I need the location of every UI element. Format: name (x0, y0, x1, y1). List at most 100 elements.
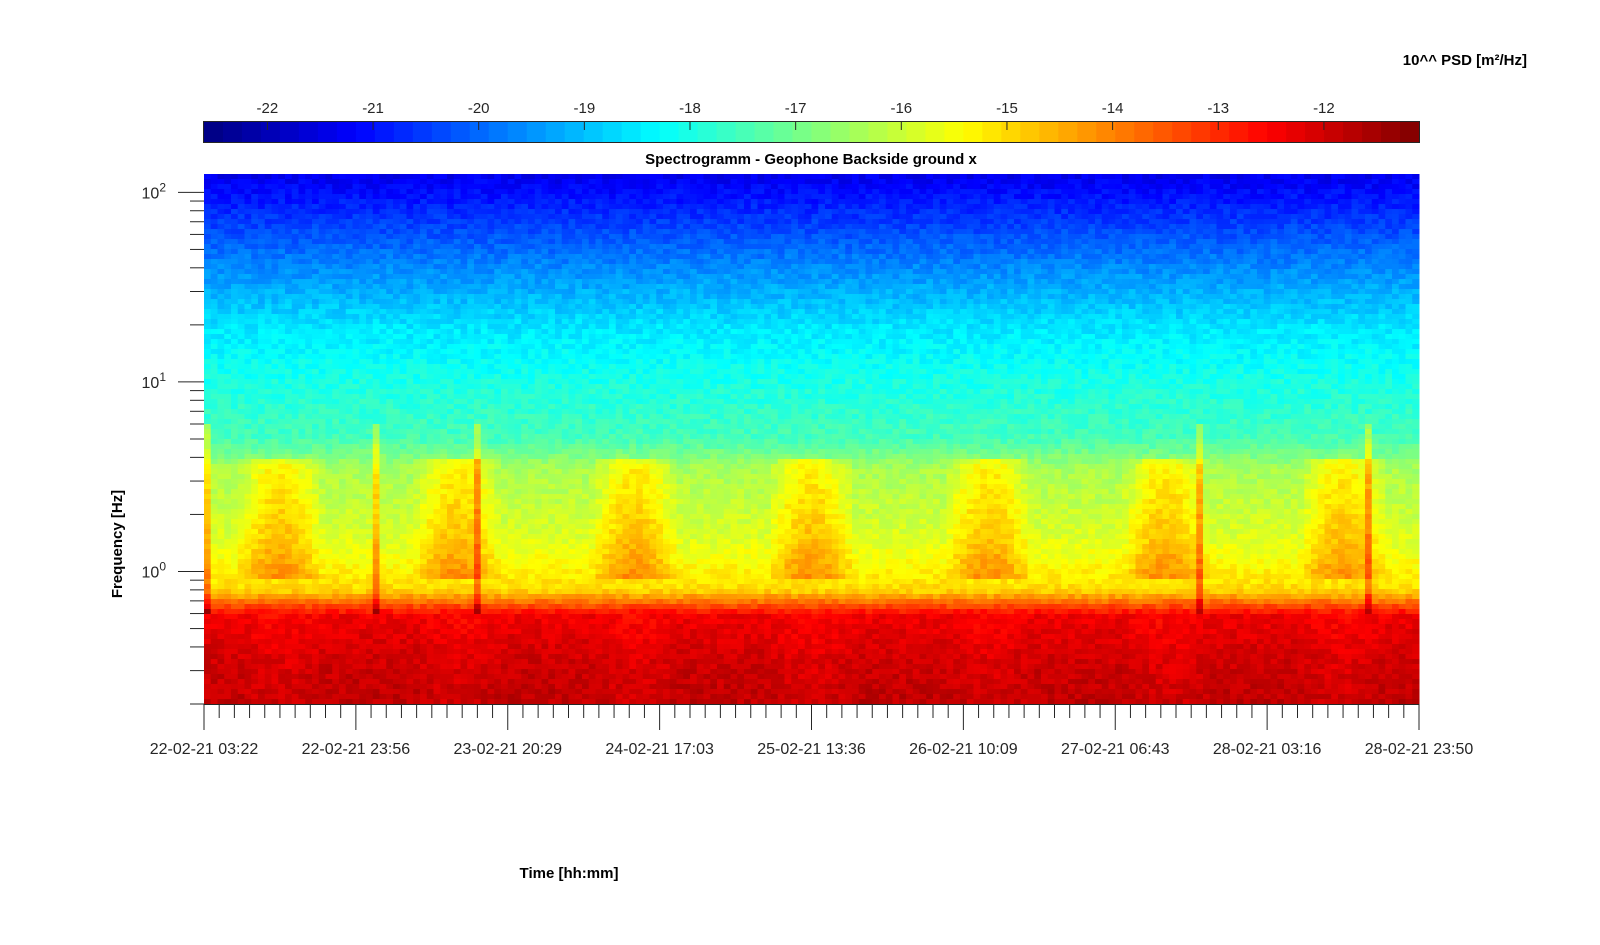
heatmap-cell (352, 274, 360, 280)
heatmap-cell (352, 479, 360, 485)
heatmap-cell (507, 694, 515, 700)
heatmap-cell (271, 484, 279, 490)
heatmap-cell (393, 374, 401, 380)
heatmap-cell (359, 354, 367, 360)
heatmap-cell (501, 409, 509, 415)
heatmap-cell (447, 354, 455, 360)
heatmap-cell (426, 694, 434, 700)
heatmap-cell (447, 659, 455, 665)
heatmap-cell (345, 289, 353, 295)
heatmap-cell (345, 234, 353, 240)
heatmap-cell (474, 424, 482, 430)
heatmap-cell (453, 634, 461, 640)
heatmap-cell (420, 344, 428, 350)
heatmap-cell (278, 619, 286, 625)
heatmap-cell (271, 214, 279, 220)
heatmap-cell (237, 184, 245, 190)
heatmap-cell (440, 569, 448, 575)
heatmap-cell (271, 644, 279, 650)
heatmap-cell (359, 674, 367, 680)
heatmap-cell (285, 439, 293, 445)
heatmap-cell (224, 359, 232, 365)
heatmap-cell (406, 444, 414, 450)
heatmap-cell (447, 349, 455, 355)
heatmap-cell (217, 329, 225, 335)
heatmap-cell (379, 634, 387, 640)
heatmap-cell (372, 644, 380, 650)
heatmap-cell (352, 634, 360, 640)
heatmap-cell (393, 504, 401, 510)
heatmap-cell (420, 659, 428, 665)
heatmap-cell (271, 534, 279, 540)
heatmap-cell (305, 654, 313, 660)
colorbar-tick-label: -17 (785, 100, 807, 117)
heatmap-cell (251, 214, 259, 220)
heatmap-cell (352, 329, 360, 335)
heatmap-cell (372, 374, 380, 380)
heatmap-cell (325, 384, 333, 390)
heatmap-cell (406, 624, 414, 630)
heatmap-cell (460, 369, 468, 375)
heatmap-cell (460, 199, 468, 205)
heatmap-cell (258, 494, 266, 500)
heatmap-cell (264, 519, 272, 525)
heatmap-cell (399, 174, 407, 180)
heatmap-cell (372, 354, 380, 360)
heatmap-cell (393, 439, 401, 445)
heatmap-cell (514, 269, 522, 275)
heatmap-cell (325, 494, 333, 500)
colorbar-tick-label: -12 (1313, 100, 1335, 117)
heatmap-cell (352, 524, 360, 530)
heatmap-cell (318, 629, 326, 635)
heatmap-cell (305, 279, 313, 285)
heatmap-cell (204, 604, 212, 610)
heatmap-cell (447, 519, 455, 525)
heatmap-cell (447, 554, 455, 560)
heatmap-cell (393, 394, 401, 400)
heatmap-cell (244, 364, 252, 370)
heatmap-cell (494, 364, 502, 370)
heatmap-cell (413, 289, 421, 295)
heatmap-cell (339, 209, 347, 215)
heatmap-cell (366, 229, 374, 235)
heatmap-cell (271, 479, 279, 485)
heatmap-cell (386, 454, 394, 460)
heatmap-cell (224, 539, 232, 545)
heatmap-cell (298, 469, 306, 475)
heatmap-cell (494, 304, 502, 310)
heatmap-cell (507, 484, 515, 490)
heatmap-cell (210, 219, 218, 225)
heatmap-cell (332, 279, 340, 285)
heatmap-cell (366, 479, 374, 485)
heatmap-cell (386, 374, 394, 380)
heatmap-cell (480, 574, 488, 580)
heatmap-cell (467, 344, 475, 350)
heatmap-cell (312, 239, 320, 245)
heatmap-cell (453, 534, 461, 540)
heatmap-cell (433, 304, 441, 310)
heatmap-cell (291, 334, 299, 340)
heatmap-cell (352, 514, 360, 520)
heatmap-cell (359, 539, 367, 545)
heatmap-cell (372, 339, 380, 345)
heatmap-cell (217, 649, 225, 655)
heatmap-cell (291, 519, 299, 525)
heatmap-cell (494, 174, 502, 180)
heatmap-cell (224, 429, 232, 435)
heatmap-cell (258, 339, 266, 345)
heatmap-cell (237, 214, 245, 220)
heatmap-cell (312, 634, 320, 640)
heatmap-cell (325, 634, 333, 640)
heatmap-cell (359, 664, 367, 670)
heatmap-cell (210, 304, 218, 310)
heatmap-cell (318, 519, 326, 525)
heatmap-cell (251, 239, 259, 245)
heatmap-cell (244, 409, 252, 415)
heatmap-cell (224, 194, 232, 200)
heatmap-cell (399, 664, 407, 670)
heatmap-cell (460, 469, 468, 475)
heatmap-cell (325, 624, 333, 630)
heatmap-cell (501, 214, 509, 220)
heatmap-cell (258, 329, 266, 335)
heatmap-cell (406, 519, 414, 525)
